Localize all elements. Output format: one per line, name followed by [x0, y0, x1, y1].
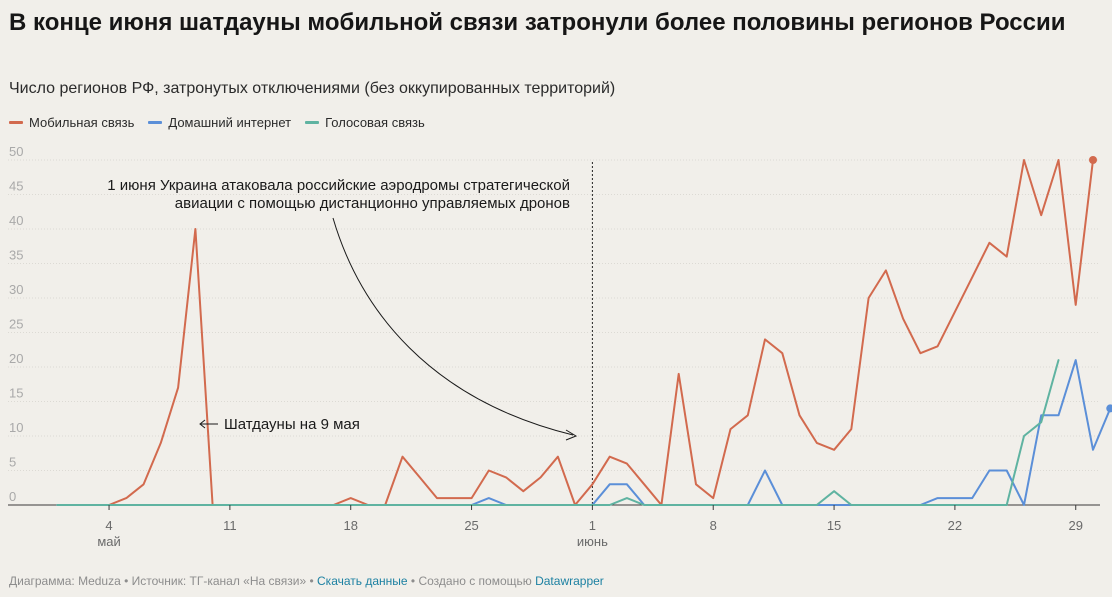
legend-item-home-internet: Домашний интернет — [148, 115, 291, 130]
y-tick-label: 35 — [9, 248, 23, 263]
series-home-internet-line — [56, 359, 1112, 506]
x-tick-label: 1 — [589, 518, 596, 533]
x-tick-label: 11 — [223, 518, 237, 533]
legend-label-voice: Голосовая связь — [325, 115, 425, 130]
legend-item-mobile: Мобильная связь — [9, 115, 134, 130]
y-tick-label: 5 — [9, 455, 16, 470]
y-tick-label: 10 — [9, 420, 23, 435]
annotation-drone-attack-line2: авиации с помощью дистанционно управляем… — [175, 195, 570, 212]
legend-swatch-home-internet — [148, 121, 163, 124]
annotation-may9-arrow — [199, 419, 218, 429]
series-home-internet-end-point — [1106, 404, 1112, 413]
legend: Мобильная связь Домашний интернет Голосо… — [9, 115, 425, 130]
x-tick-label: 25 — [464, 518, 478, 533]
y-tick-label: 0 — [9, 489, 16, 504]
x-tick-label: 29 — [1069, 518, 1083, 533]
chart-subtitle: Число регионов РФ, затронутых отключения… — [9, 80, 616, 97]
legend-item-voice: Голосовая связь — [305, 115, 425, 130]
legend-swatch-mobile — [9, 121, 23, 124]
x-tick-label: 18 — [343, 518, 357, 533]
x-tick-label: 22 — [948, 518, 962, 533]
x-tick-sublabel: май — [97, 534, 120, 549]
annotations: 1 июня Украина атаковала российские аэро… — [107, 177, 578, 441]
series-mobile-end-point — [1089, 156, 1097, 164]
annotation-drone-attack-line1: 1 июня Украина атаковала российские аэро… — [107, 177, 570, 194]
y-tick-label: 25 — [9, 317, 23, 332]
annotation-drone-arrowhead — [565, 429, 578, 441]
annotation-drone-arrow — [332, 217, 574, 436]
annotation-may9: Шатдауны на 9 мая — [224, 416, 360, 433]
legend-swatch-voice — [305, 121, 320, 124]
datawrapper-link[interactable]: Datawrapper — [535, 574, 604, 588]
footer-source: Диаграмма: Meduza • Источник: ТГ-канал «… — [9, 574, 318, 588]
y-tick-label: 30 — [9, 282, 23, 297]
legend-label-mobile: Мобильная связь — [29, 115, 135, 130]
footer-middle: • Создано с помощью — [407, 574, 536, 588]
chart-title: В конце июня шатдауны мобильной связи за… — [9, 9, 1066, 36]
y-tick-label: 20 — [9, 351, 23, 366]
x-tick-label: 8 — [710, 518, 717, 533]
y-tick-label: 50 — [9, 144, 23, 159]
legend-label-home-internet: Домашний интернет — [168, 115, 292, 130]
y-tick-label: 15 — [9, 386, 23, 401]
download-data-link[interactable]: Скачать данные — [317, 574, 408, 588]
x-tick-sublabel: июнь — [577, 534, 608, 549]
x-tick-label: 4 — [105, 518, 112, 533]
y-tick-label: 40 — [9, 213, 23, 228]
footer: Диаграмма: Meduza • Источник: ТГ-канал «… — [9, 574, 604, 588]
x-tick-label: 15 — [827, 518, 841, 533]
series-voice-line — [56, 359, 1060, 506]
grid: 0 5 10 15 20 25 30 35 40 45 50 — [8, 144, 1100, 506]
y-tick-label: 45 — [9, 179, 23, 194]
